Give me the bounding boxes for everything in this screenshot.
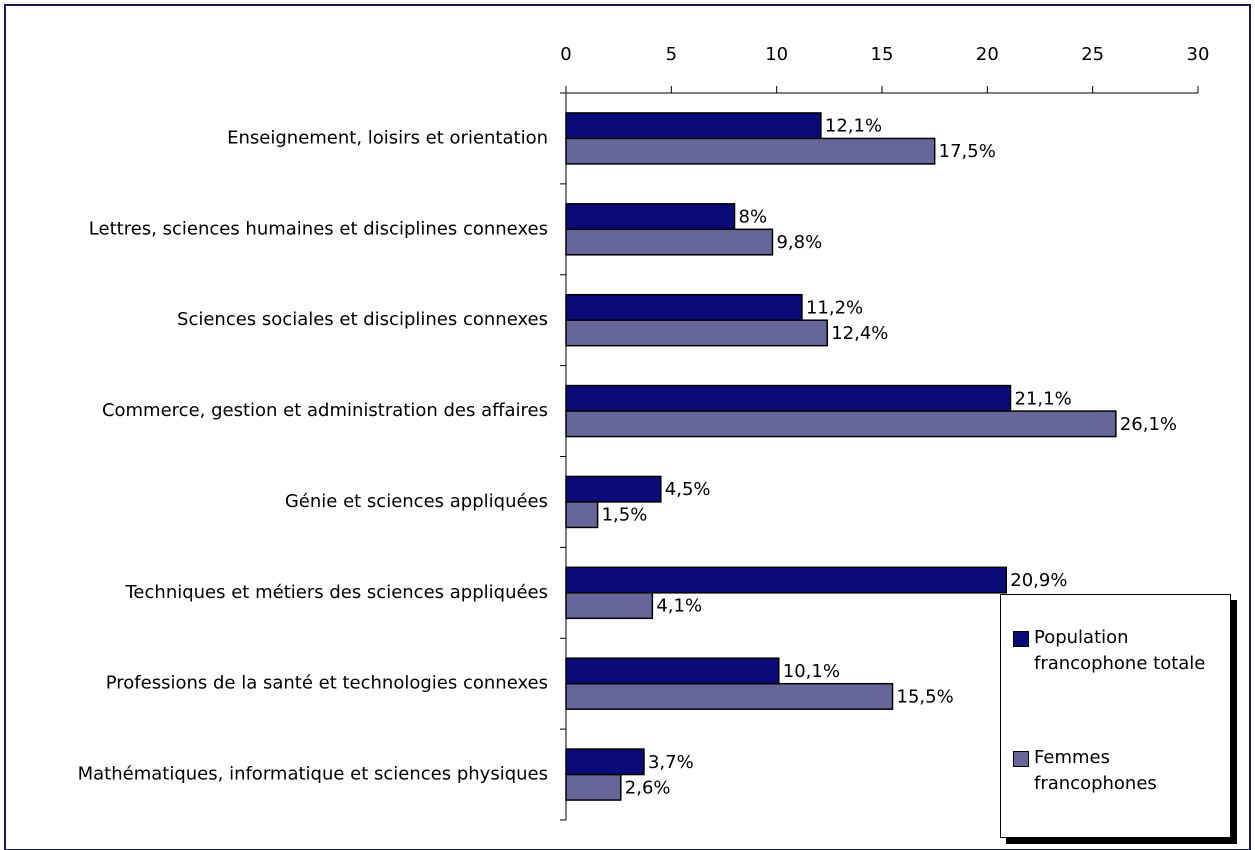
x-tick-label: 10 <box>765 44 788 65</box>
legend-entry: Population francophone totale <box>1013 625 1228 677</box>
legend-label: Femmes francophones <box>1034 747 1157 794</box>
value-label: 20,9% <box>1010 570 1067 591</box>
value-label: 8% <box>739 207 768 228</box>
bar <box>565 773 622 801</box>
legend: Population francophone totale Femmes fran… <box>1000 594 1231 838</box>
legend-label: Population francophone totale <box>1034 627 1206 674</box>
value-label: 3,7% <box>648 752 694 773</box>
x-tick-label: 20 <box>976 44 999 65</box>
value-label: 10,1% <box>783 661 840 682</box>
bar <box>565 293 803 321</box>
bar <box>565 566 1008 594</box>
bar <box>565 384 1012 412</box>
bar <box>565 228 774 256</box>
bar <box>565 410 1117 438</box>
bar <box>565 137 936 165</box>
bar <box>565 501 599 529</box>
value-label: 11,2% <box>806 297 863 318</box>
bar <box>565 475 662 503</box>
value-label: 9,8% <box>776 232 822 253</box>
value-label: 4,1% <box>656 596 702 617</box>
bar <box>565 592 654 620</box>
bar <box>565 203 736 231</box>
bar <box>565 682 894 710</box>
value-label: 12,1% <box>825 116 882 137</box>
value-label: 21,1% <box>1015 388 1072 409</box>
x-tick-label: 30 <box>1187 44 1210 65</box>
y-tick-label: Commerce, gestion et administration des … <box>102 400 548 421</box>
y-tick-label: Génie et sciences appliquées <box>285 491 548 512</box>
value-label: 12,4% <box>831 323 888 344</box>
value-label: 17,5% <box>939 141 996 162</box>
bar <box>565 319 828 347</box>
x-tick-label: 5 <box>666 44 677 65</box>
bar <box>565 657 780 685</box>
y-tick-label: Techniques et métiers des sciences appli… <box>125 582 549 603</box>
value-label: 1,5% <box>602 505 648 526</box>
legend-swatch <box>1013 631 1029 647</box>
y-tick-label: Professions de la santé et technologies … <box>106 673 548 694</box>
frame <box>4 4 1251 850</box>
x-tick-label: 15 <box>871 44 894 65</box>
x-tick-label: 25 <box>1081 44 1104 65</box>
value-label: 4,5% <box>665 479 711 500</box>
bar <box>565 112 822 140</box>
y-tick-label: Lettres, sciences humaines et discipline… <box>89 218 548 239</box>
x-tick-label: 0 <box>560 44 571 65</box>
legend-swatch <box>1013 751 1029 767</box>
value-label: 15,5% <box>897 686 954 707</box>
value-label: 2,6% <box>625 777 671 798</box>
value-label: 26,1% <box>1120 414 1177 435</box>
y-tick-label: Sciences sociales et disciplines connexe… <box>177 309 548 330</box>
bar <box>565 748 645 776</box>
legend-entry: Femmes francophones <box>1013 745 1228 797</box>
y-tick-label: Mathématiques, informatique et sciences … <box>78 764 548 785</box>
y-tick-label: Enseignement, loisirs et orientation <box>227 127 548 148</box>
